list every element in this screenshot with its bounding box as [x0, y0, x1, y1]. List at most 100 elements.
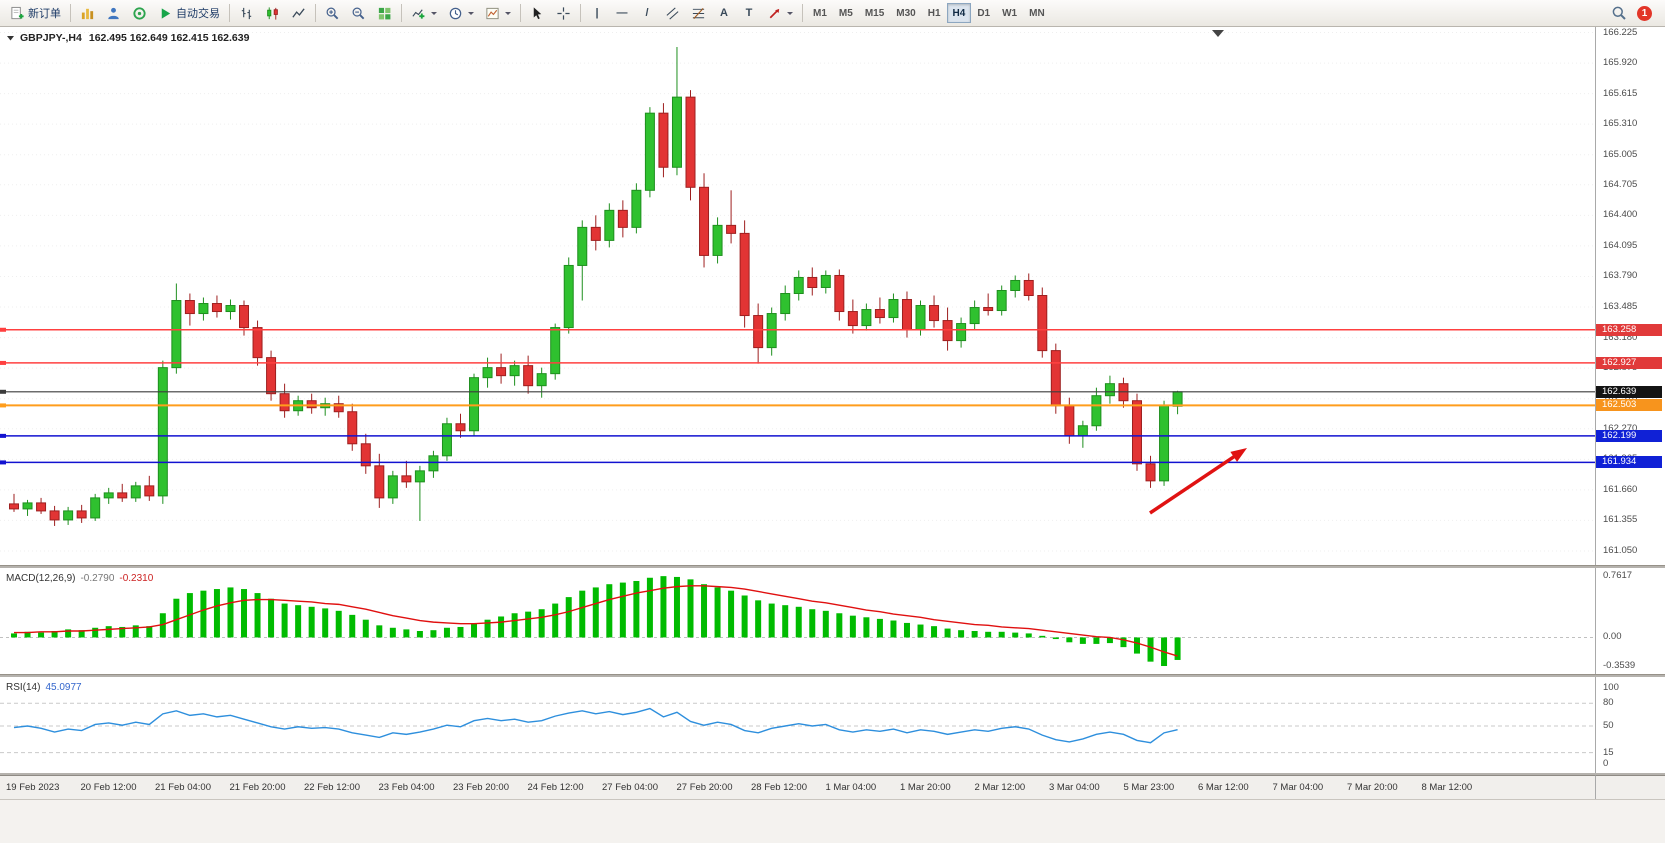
price-tick: 161.050: [1603, 544, 1638, 556]
price-label-162.199: 162.199: [1596, 429, 1662, 442]
price-label-162.927: 162.927: [1596, 356, 1662, 369]
time-label: 28 Feb 12:00: [751, 782, 807, 793]
toolbar-separator: [229, 4, 230, 22]
periods-button[interactable]: [443, 2, 479, 24]
vertical-line-button[interactable]: |: [585, 2, 609, 24]
timeframe-h1-button[interactable]: H1: [922, 3, 947, 23]
window-bottom: [0, 799, 1665, 843]
market-watch-button[interactable]: [101, 2, 126, 24]
rsi-tick: 15: [1603, 746, 1614, 758]
label-button[interactable]: T: [737, 2, 761, 24]
bar-chart-button[interactable]: [234, 2, 259, 24]
axis-corner: [1595, 775, 1665, 799]
time-label: 3 Mar 04:00: [1049, 782, 1100, 793]
horizontal-line-icon: —: [616, 7, 628, 19]
fibonacci-icon: [692, 7, 705, 19]
auto-trading-button[interactable]: 自动交易: [153, 2, 225, 24]
timeframe-m1-button[interactable]: M1: [807, 3, 833, 23]
time-label: 8 Mar 12:00: [1421, 782, 1473, 793]
chart-menu-arrow-icon[interactable]: [7, 36, 14, 41]
macd-layer: [0, 576, 1595, 667]
auto-trading-label: 自动交易: [176, 8, 220, 20]
timeframe-m15-button[interactable]: M15: [859, 3, 890, 23]
panel-splitter[interactable]: [0, 773, 1665, 775]
timeframe-toolbar: M1 M5 M15 M30 H1 H4 D1 W1 MN: [807, 3, 1051, 23]
search-button[interactable]: [1606, 2, 1632, 24]
crosshair-button[interactable]: [551, 2, 576, 24]
toolbar-separator: [802, 4, 803, 22]
timeframe-h4-button[interactable]: H4: [946, 3, 972, 23]
notification-badge[interactable]: 1: [1637, 5, 1652, 21]
rsi-tick: 0: [1603, 758, 1609, 769]
rsi-tick: 50: [1603, 720, 1614, 731]
channel-button[interactable]: [660, 2, 685, 24]
trendline-button[interactable]: /: [635, 2, 659, 24]
time-label: 1 Mar 20:00: [900, 782, 951, 793]
timeframe-m5-button[interactable]: M5: [833, 3, 859, 23]
price-tick: 164.095: [1603, 239, 1638, 251]
chart-title: GBPJPY-,H4 162.495 162.649 162.415 162.63…: [20, 32, 250, 44]
fibonacci-button[interactable]: [686, 2, 711, 24]
new-order-button[interactable]: 新订单: [5, 2, 66, 24]
price-scale[interactable]: 166.225 165.920 165.615 165.310 165.005 164.7…: [1595, 27, 1665, 565]
line-chart-button[interactable]: [286, 2, 311, 24]
time-label: 23 Feb 20:00: [453, 782, 509, 793]
rsi-tick: 100: [1603, 682, 1619, 693]
timeframe-w1-button[interactable]: W1: [996, 3, 1023, 23]
tile-windows-button[interactable]: [372, 2, 397, 24]
line-chart-icon: [292, 7, 305, 18]
price-tick: 163.485: [1603, 301, 1638, 313]
panel-splitter[interactable]: [0, 565, 1665, 568]
time-label: 19 Feb 2023: [6, 782, 60, 793]
trend-arrow[interactable]: [1149, 449, 1243, 515]
horizontal-line-button[interactable]: —: [610, 2, 634, 24]
text-button[interactable]: A: [712, 2, 736, 24]
time-axis[interactable]: 19 Feb 2023 20 Feb 12:00 21 Feb 04:00 21 Fe…: [0, 775, 1595, 799]
price-tick: 161.355: [1603, 514, 1638, 526]
indicators-button[interactable]: [406, 2, 442, 24]
zoom-out-button[interactable]: [346, 2, 371, 24]
price-tick: 162.270: [1603, 422, 1638, 434]
horizontal-lines-layer: [0, 327, 1595, 465]
timeframe-d1-button[interactable]: D1: [971, 3, 996, 23]
trendline-icon: /: [645, 7, 649, 19]
panel-splitter[interactable]: [0, 674, 1665, 677]
time-label: 2 Mar 12:00: [974, 782, 1026, 793]
annotations-layer: [1149, 30, 1247, 515]
label-icon: T: [745, 7, 753, 19]
community-button[interactable]: [127, 2, 152, 24]
charts-button[interactable]: [75, 2, 100, 24]
toolbar-separator: [315, 4, 316, 22]
macd-scale[interactable]: 0.7617 0.00 -0.3539: [1595, 568, 1665, 674]
macd-tick: 0.7617: [1603, 570, 1633, 581]
price-label-161.934: 161.934: [1596, 456, 1662, 469]
cursor-button[interactable]: [525, 2, 550, 24]
trend-arrow-head: [1230, 448, 1247, 462]
candlestick-chart-icon: [267, 6, 278, 20]
rsi-panel[interactable]: RSI(14) 45.0977: [0, 677, 1595, 773]
rsi-scale[interactable]: 100 80 50 15 0: [1595, 677, 1665, 773]
time-label: 6 Mar 12:00: [1198, 782, 1249, 793]
macd-panel[interactable]: MACD(12,26,9) -0.2790 -0.2310: [0, 568, 1595, 674]
price-tick: 163.790: [1603, 270, 1638, 282]
time-label: 27 Feb 20:00: [676, 782, 733, 793]
timeframe-m30-button[interactable]: M30: [890, 3, 921, 23]
zoom-in-icon: [326, 7, 339, 19]
price-tick: 166.225: [1603, 27, 1638, 38]
arrows-button[interactable]: [762, 2, 798, 24]
time-label: 27 Feb 04:00: [602, 782, 658, 793]
time-label: 22 Feb 12:00: [304, 782, 360, 793]
chart-workspace: GBPJPY-,H4 162.495 162.649 162.415 162.63…: [0, 27, 1665, 843]
periods-icon: [449, 7, 462, 19]
bar-chart-icon: [241, 7, 252, 19]
price-tick: 164.705: [1603, 178, 1638, 190]
candlestick-chart-button[interactable]: [260, 2, 285, 24]
toolbar-separator: [401, 4, 402, 22]
search-icon: [1612, 6, 1626, 20]
price-tick: 165.920: [1603, 57, 1638, 69]
templates-button[interactable]: [480, 2, 516, 24]
main-chart[interactable]: GBPJPY-,H4 162.495 162.649 162.415 162.63…: [0, 27, 1595, 565]
timeframe-mn-button[interactable]: MN: [1023, 3, 1051, 23]
zoom-in-button[interactable]: [320, 2, 345, 24]
